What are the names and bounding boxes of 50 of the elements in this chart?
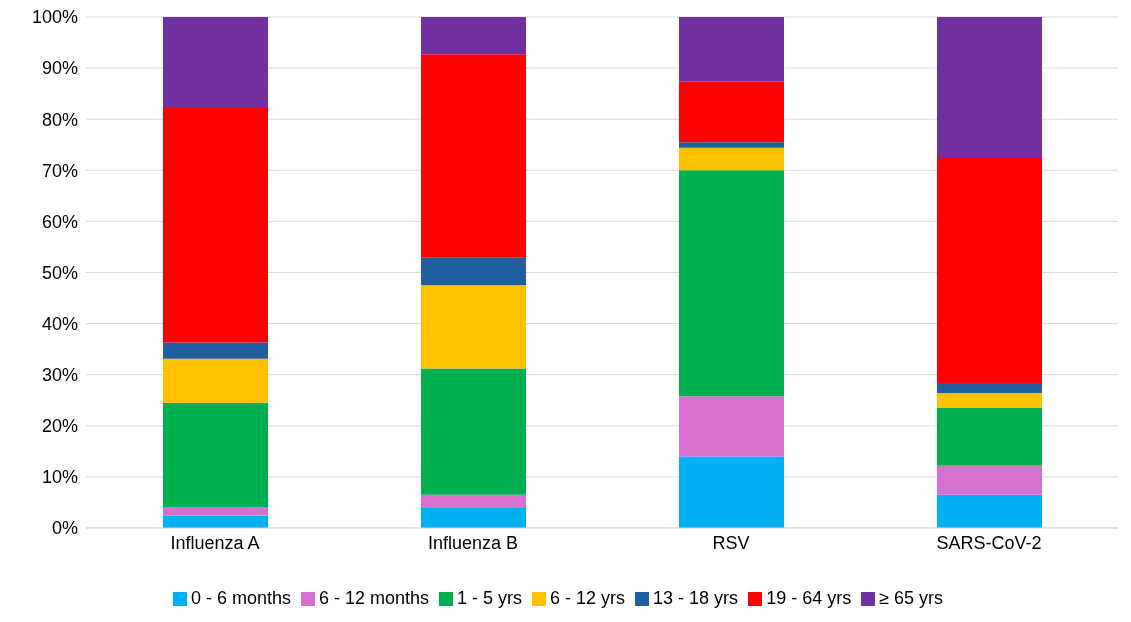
bar <box>937 393 1042 408</box>
y-tick-label: 0% <box>51 518 78 539</box>
bar <box>679 147 784 171</box>
bar <box>421 494 526 509</box>
legend-label: 13 - 18 yrs <box>653 588 739 608</box>
y-tick-label: 70% <box>41 160 78 181</box>
bar <box>937 17 1042 159</box>
legend-label: 19 - 64 yrs <box>766 588 852 608</box>
bar <box>679 396 784 457</box>
bar <box>937 407 1042 466</box>
bar <box>679 142 784 148</box>
bar <box>163 507 268 516</box>
bar <box>421 257 526 286</box>
bar <box>163 402 268 508</box>
legend-label: 6 - 12 months <box>318 588 430 608</box>
bar <box>163 107 268 343</box>
bar <box>421 368 526 495</box>
x-tick-label: RSV <box>712 532 750 553</box>
x-tick-label: SARS-CoV-2 <box>936 532 1042 553</box>
bar <box>679 81 784 143</box>
bar <box>421 508 526 528</box>
y-tick-label: 60% <box>41 211 78 232</box>
y-tick-label: 90% <box>41 58 78 79</box>
bar <box>937 494 1042 528</box>
legend-label: ≥ 65 yrs <box>879 588 944 608</box>
legend-label: 0 - 6 months <box>190 588 291 608</box>
bar <box>163 342 268 359</box>
bar <box>421 285 526 369</box>
bar <box>937 465 1042 495</box>
bar <box>679 456 784 528</box>
bar <box>163 358 268 403</box>
bar <box>421 17 526 55</box>
legend-label: 6 - 12 yrs <box>550 588 626 608</box>
x-tick-label: Influenza A <box>170 532 260 553</box>
x-tick-label: Influenza B <box>427 532 519 553</box>
bar <box>679 170 784 397</box>
legend-label: 1 - 5 yrs <box>457 588 523 608</box>
y-tick-label: 40% <box>41 313 78 334</box>
bar <box>937 158 1042 383</box>
y-tick-label: 10% <box>41 467 78 488</box>
bar <box>679 17 784 82</box>
y-tick-label: 20% <box>41 416 78 437</box>
y-tick-label: 50% <box>41 262 78 283</box>
bar <box>163 17 268 108</box>
y-tick-label: 30% <box>41 365 78 386</box>
y-tick-label: 100% <box>31 7 78 28</box>
bar <box>937 382 1042 394</box>
y-tick-label: 80% <box>41 109 78 130</box>
bar <box>163 515 268 528</box>
bar <box>421 54 526 258</box>
